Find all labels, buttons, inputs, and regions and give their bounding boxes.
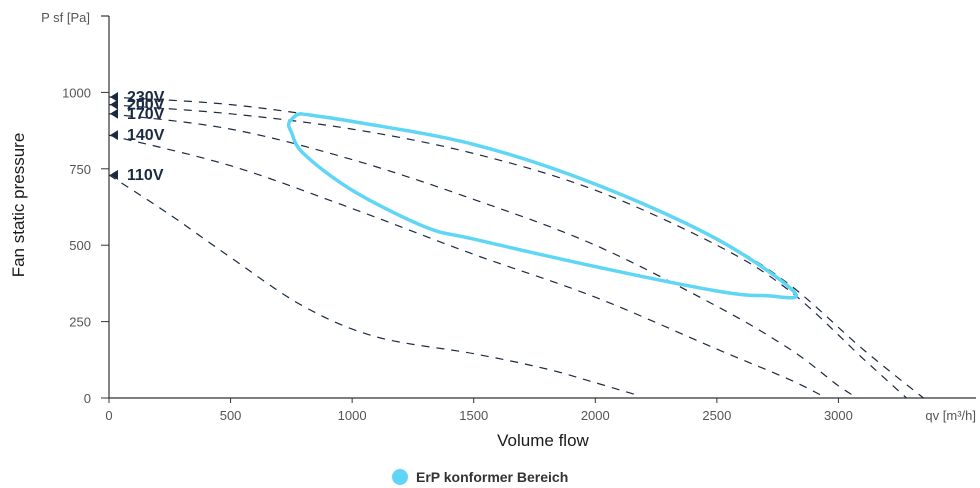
x-tick-label: 1000	[338, 408, 367, 423]
x-axis-ticks: 0 500 1000 1500 2000 2500 3000	[105, 398, 853, 423]
voltage-label-200v: 200V	[127, 97, 165, 114]
voltage-label-170v: 170V	[127, 106, 165, 123]
legend-swatch	[392, 469, 408, 485]
voltage-label-140v: 140V	[127, 127, 165, 144]
x-axis-title: Volume flow	[497, 431, 589, 450]
y-tick-label: 250	[69, 315, 91, 330]
erp-region-outline	[286, 112, 799, 300]
curve-110v	[108, 174, 637, 396]
y-tick-label: 500	[69, 238, 91, 253]
x-tick-label: 0	[105, 408, 112, 423]
voltage-marker-200v	[110, 99, 118, 110]
x-tick-label: 1500	[459, 408, 488, 423]
curve-140v	[108, 134, 827, 399]
curve-200v	[108, 104, 907, 399]
x-tick-label: 500	[220, 408, 242, 423]
voltage-label-110v: 110V	[127, 167, 164, 184]
x-unit-label: qv [m³/h]	[925, 408, 976, 423]
voltage-marker-170v	[110, 108, 118, 119]
y-axis-title: Fan static pressure	[9, 133, 28, 278]
y-axis-ticks: 0 250 500 750 1000	[62, 85, 109, 406]
x-tick-label: 3000	[824, 408, 853, 423]
legend-label: ErP konformer Bereich	[416, 469, 568, 485]
y-tick-label: 1000	[62, 85, 91, 100]
y-axis	[101, 15, 110, 398]
voltage-marker-140v	[110, 130, 118, 141]
y-unit-label: P sf [Pa]	[41, 10, 90, 25]
y-tick-label: 0	[84, 391, 91, 406]
erp-region	[286, 112, 799, 300]
x-tick-label: 2500	[702, 408, 731, 423]
legend[interactable]: ErP konformer Bereich	[392, 469, 568, 485]
y-tick-label: 750	[69, 162, 91, 177]
voltage-marker-230v	[110, 91, 118, 102]
voltage-marker-110v	[110, 169, 118, 180]
voltage-label-230v: 230V	[127, 89, 165, 106]
x-tick-label: 2000	[581, 408, 610, 423]
